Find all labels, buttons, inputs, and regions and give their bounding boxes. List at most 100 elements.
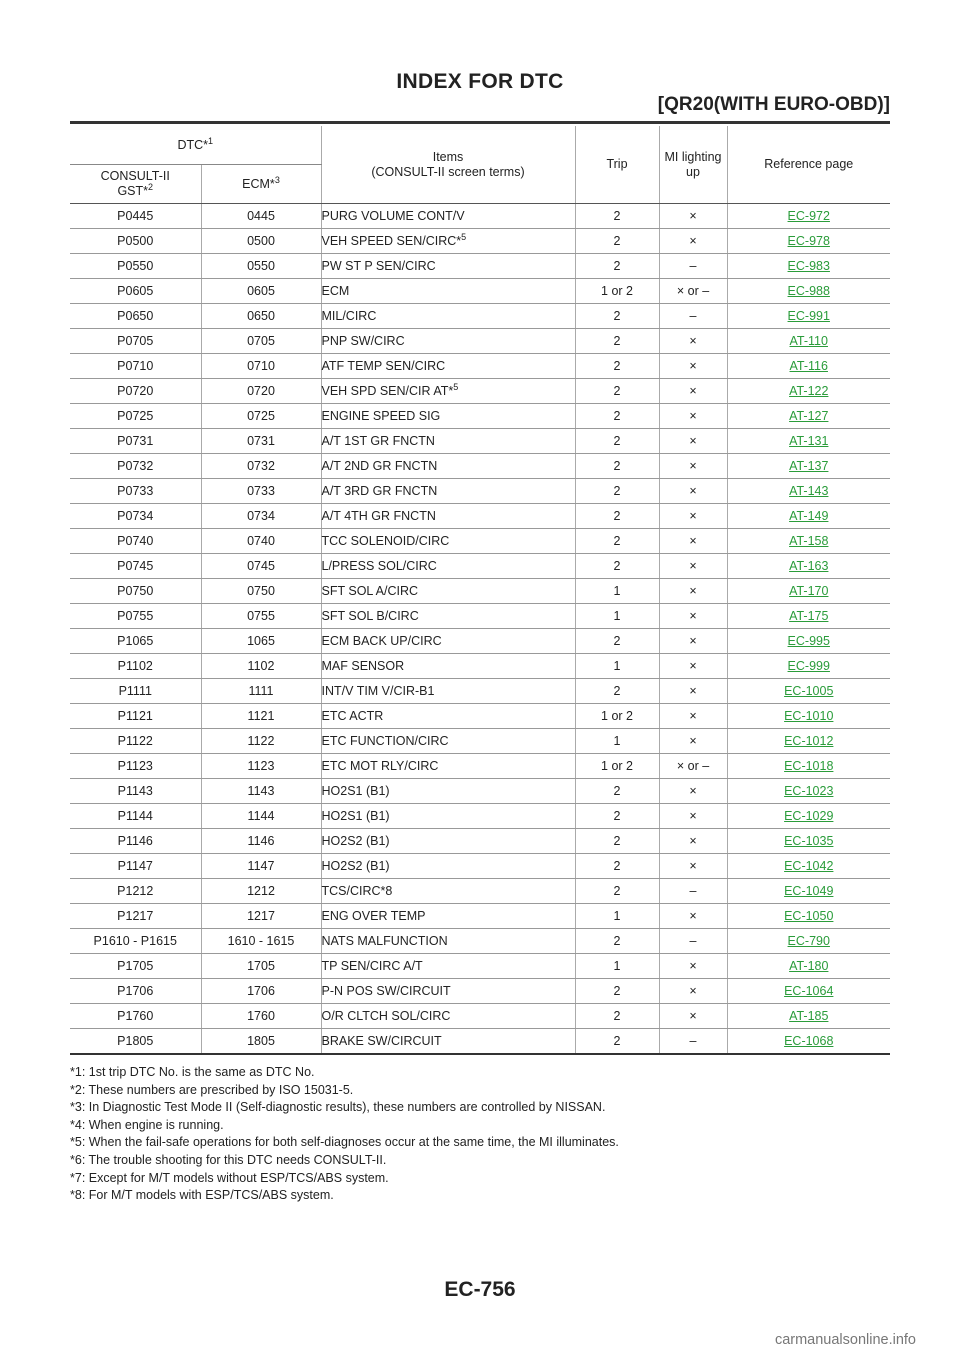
reference-cell: AT-180 — [727, 953, 890, 979]
reference-link[interactable]: AT-163 — [789, 559, 829, 573]
reference-cell: EC-988 — [727, 278, 890, 304]
consult-gst-code: P0500 — [70, 228, 202, 254]
item-name: TCC SOLENOID/CIRC — [321, 528, 576, 554]
ecm-code: 0725 — [201, 403, 322, 429]
ecm-code: 1143 — [201, 778, 322, 804]
reference-link[interactable]: EC-983 — [787, 259, 830, 273]
reference-link[interactable]: EC-1018 — [784, 759, 834, 773]
reference-link[interactable]: EC-1050 — [784, 909, 834, 923]
reference-cell: AT-143 — [727, 478, 890, 504]
table-row: P1706 1706 P-N POS SW/CIRCUIT 2 × EC-1064 — [70, 978, 890, 1004]
trip-value: 2 — [575, 853, 660, 879]
reference-link[interactable]: AT-143 — [789, 484, 829, 498]
mi-lighting-value: × — [659, 903, 728, 929]
item-name: HO2S1 (B1) — [321, 778, 576, 804]
ecm-code: 1706 — [201, 978, 322, 1004]
mi-lighting-value: × — [659, 403, 728, 429]
reference-link[interactable]: EC-995 — [787, 634, 830, 648]
reference-link[interactable]: AT-122 — [789, 384, 829, 398]
reference-link[interactable]: EC-1068 — [784, 1034, 834, 1048]
reference-link[interactable]: AT-131 — [789, 434, 829, 448]
mi-lighting-value: × or – — [659, 278, 728, 304]
mi-lighting-value: × — [659, 453, 728, 479]
table-row: P1705 1705 TP SEN/CIRC A/T 1 × AT-180 — [70, 953, 890, 979]
reference-link[interactable]: AT-116 — [789, 359, 828, 373]
reference-link[interactable]: EC-1010 — [784, 709, 834, 723]
reference-link[interactable]: EC-1023 — [784, 784, 834, 798]
table-row: P0650 0650 MIL/CIRC 2– EC-991 — [70, 303, 890, 329]
footnote: *1: 1st trip DTC No. is the same as DTC … — [70, 1065, 315, 1079]
mi-lighting-value: × — [659, 828, 728, 854]
mi-lighting-value: × — [659, 703, 728, 729]
item-name: MIL/CIRC — [321, 303, 576, 329]
consult-gst-code: P1146 — [70, 828, 202, 854]
table-row: P1760 1760 O/R CLTCH SOL/CIRC 2 × AT-185 — [70, 1003, 890, 1029]
item-name: SFT SOL B/CIRC — [321, 603, 576, 629]
reference-link[interactable]: EC-1049 — [784, 884, 834, 898]
trip-value: 2 — [575, 1003, 660, 1029]
trip-value: 1 — [575, 903, 660, 929]
trip-value: 2 — [575, 553, 660, 579]
trip-value: 1 — [575, 578, 660, 604]
item-name: MAF SENSOR — [321, 653, 576, 679]
mi-lighting-value: × — [659, 678, 728, 704]
mi-lighting-value: – — [659, 303, 728, 329]
reference-link[interactable]: AT-149 — [789, 509, 829, 523]
trip-value: 1 — [575, 728, 660, 754]
ecm-code: 1805 — [201, 1028, 322, 1055]
reference-cell: EC-972 — [727, 203, 890, 229]
consult-gst-code: P1122 — [70, 728, 202, 754]
mi-lighting-value: × — [659, 978, 728, 1004]
mi-lighting-value: × — [659, 603, 728, 629]
mi-lighting-value: × — [659, 778, 728, 804]
reference-link[interactable]: EC-999 — [787, 659, 830, 673]
ecm-code: 0750 — [201, 578, 322, 604]
consult-gst-code: P0710 — [70, 353, 202, 379]
reference-cell: AT-163 — [727, 553, 890, 579]
ecm-code: 0755 — [201, 603, 322, 629]
consult-gst-code: P0750 — [70, 578, 202, 604]
reference-link[interactable]: EC-988 — [787, 284, 830, 298]
reference-link[interactable]: AT-170 — [789, 584, 829, 598]
reference-link[interactable]: EC-1064 — [784, 984, 834, 998]
reference-link[interactable]: EC-790 — [787, 934, 830, 948]
reference-link[interactable]: EC-972 — [787, 209, 830, 223]
reference-link[interactable]: EC-1012 — [784, 734, 834, 748]
reference-link[interactable]: AT-127 — [789, 409, 829, 423]
trip-value: 2 — [575, 678, 660, 704]
reference-link[interactable]: AT-110 — [789, 334, 828, 348]
item-name: BRAKE SW/CIRCUIT — [321, 1028, 576, 1055]
reference-link[interactable]: AT-137 — [789, 459, 829, 473]
reference-link[interactable]: EC-1029 — [784, 809, 834, 823]
footnote: *8: For M/T models with ESP/TCS/ABS syst… — [70, 1188, 334, 1203]
footnote: *2: These numbers are prescribed by ISO … — [70, 1082, 354, 1097]
item-name: INT/V TIM V/CIR-B1 — [321, 678, 576, 704]
item-name: ETC FUNCTION/CIRC — [321, 728, 576, 754]
mi-lighting-value: × — [659, 803, 728, 829]
reference-link[interactable]: AT-175 — [789, 609, 829, 623]
consult-gst-code: P0725 — [70, 403, 202, 429]
trip-value: 2 — [575, 828, 660, 854]
item-name: TCS/CIRC*8 — [321, 878, 576, 904]
reference-link[interactable]: EC-991 — [787, 309, 830, 323]
trip-value: 1 or 2 — [575, 278, 660, 304]
ecm-code: 0740 — [201, 528, 322, 554]
item-name: ECM — [321, 278, 576, 304]
table-row: P1121 1121 ETC ACTR 1 or 2 × EC-1010 — [70, 703, 890, 729]
consult-gst-code: P0733 — [70, 478, 202, 504]
header-dtc: DTC*1 — [70, 126, 322, 165]
reference-link[interactable]: EC-1035 — [784, 834, 834, 848]
reference-link[interactable]: AT-180 — [789, 959, 829, 973]
reference-link[interactable]: EC-978 — [787, 234, 830, 248]
reference-cell: EC-983 — [727, 253, 890, 279]
reference-cell: EC-1042 — [727, 853, 890, 879]
ecm-code: 1122 — [201, 728, 322, 754]
trip-value: 2 — [575, 478, 660, 504]
header-mi-lighting: MI lighting up — [659, 126, 728, 204]
reference-link[interactable]: EC-1005 — [784, 684, 834, 698]
reference-link[interactable]: AT-158 — [789, 534, 829, 548]
item-name: VEH SPD SEN/CIR AT*5 — [321, 378, 576, 404]
reference-cell: AT-127 — [727, 403, 890, 429]
reference-link[interactable]: AT-185 — [789, 1009, 829, 1023]
reference-link[interactable]: EC-1042 — [784, 859, 834, 873]
